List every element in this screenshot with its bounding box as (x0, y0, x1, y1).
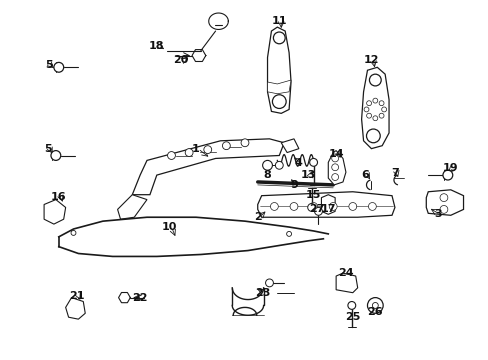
Polygon shape (281, 139, 298, 153)
Polygon shape (361, 67, 388, 149)
Text: 7: 7 (390, 168, 398, 178)
Circle shape (307, 203, 315, 211)
Circle shape (275, 161, 283, 169)
Circle shape (366, 129, 380, 143)
Text: 6: 6 (361, 170, 369, 180)
Circle shape (372, 116, 377, 121)
Circle shape (262, 161, 272, 170)
Circle shape (203, 146, 211, 153)
Circle shape (331, 174, 338, 180)
Circle shape (54, 62, 63, 72)
Text: 24: 24 (337, 268, 353, 278)
Text: 15: 15 (305, 190, 321, 200)
Polygon shape (267, 27, 290, 113)
Text: 22: 22 (132, 293, 147, 303)
Circle shape (241, 139, 248, 147)
Text: 9: 9 (289, 180, 297, 190)
Circle shape (378, 113, 383, 118)
Circle shape (71, 230, 76, 235)
Circle shape (378, 101, 383, 105)
Circle shape (328, 203, 336, 210)
Text: 2: 2 (253, 212, 261, 222)
Circle shape (348, 203, 356, 210)
Circle shape (363, 107, 368, 112)
Circle shape (270, 203, 278, 210)
Circle shape (185, 149, 193, 157)
Text: 3: 3 (433, 209, 441, 219)
Circle shape (51, 150, 61, 161)
Circle shape (368, 203, 376, 210)
Text: 18: 18 (149, 41, 164, 51)
Text: 27: 27 (308, 204, 324, 215)
Circle shape (309, 203, 317, 210)
Circle shape (314, 207, 322, 215)
Circle shape (372, 98, 377, 103)
Circle shape (273, 32, 285, 44)
Text: 14: 14 (327, 149, 343, 158)
Polygon shape (426, 190, 463, 215)
Circle shape (439, 206, 447, 213)
Polygon shape (335, 273, 357, 293)
Text: 23: 23 (254, 288, 270, 298)
Text: 13: 13 (301, 170, 316, 180)
Circle shape (442, 170, 452, 180)
Circle shape (222, 142, 230, 150)
Polygon shape (44, 199, 65, 224)
Circle shape (372, 302, 378, 309)
Circle shape (369, 74, 381, 86)
Polygon shape (65, 298, 85, 319)
Circle shape (439, 194, 447, 202)
Circle shape (331, 164, 338, 171)
Circle shape (366, 101, 371, 105)
Circle shape (366, 113, 371, 118)
Text: 1: 1 (192, 144, 200, 154)
Text: 4: 4 (294, 158, 302, 168)
Circle shape (289, 203, 297, 210)
Polygon shape (321, 195, 334, 214)
Text: 8: 8 (263, 170, 271, 180)
Text: 5: 5 (45, 60, 53, 70)
Polygon shape (257, 192, 394, 217)
Text: 20: 20 (173, 55, 188, 66)
Text: 17: 17 (320, 204, 335, 215)
Circle shape (272, 95, 285, 108)
Circle shape (309, 158, 317, 166)
Circle shape (167, 152, 175, 159)
Text: 19: 19 (442, 163, 458, 173)
Text: 25: 25 (345, 312, 360, 322)
Circle shape (331, 155, 338, 162)
Polygon shape (132, 139, 284, 195)
Text: 16: 16 (51, 192, 66, 202)
Circle shape (367, 298, 383, 313)
Text: 10: 10 (162, 222, 177, 232)
Text: 11: 11 (271, 16, 286, 26)
Polygon shape (327, 150, 345, 185)
Text: 26: 26 (367, 307, 383, 317)
Circle shape (347, 302, 355, 309)
Polygon shape (117, 195, 147, 219)
Polygon shape (267, 80, 290, 94)
Text: 12: 12 (363, 55, 378, 66)
Circle shape (381, 107, 386, 112)
Text: 5: 5 (44, 144, 52, 154)
Circle shape (286, 231, 291, 237)
Text: 21: 21 (68, 291, 84, 301)
Circle shape (265, 279, 273, 287)
